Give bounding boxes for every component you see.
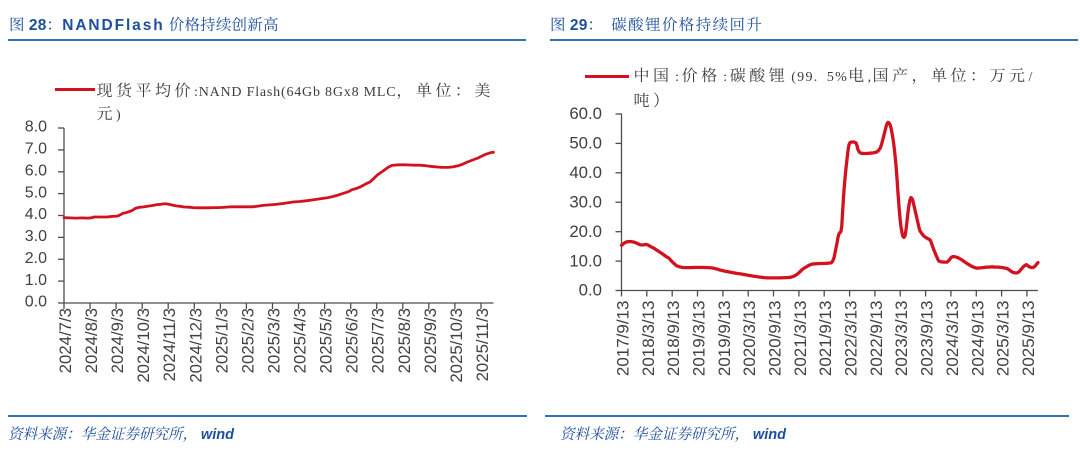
svg-text:2024/7/3: 2024/7/3 xyxy=(56,308,75,373)
svg-text:20.0: 20.0 xyxy=(569,222,602,241)
svg-text:2025/10/3: 2025/10/3 xyxy=(447,308,466,383)
svg-text:2019/9/13: 2019/9/13 xyxy=(715,301,734,377)
svg-text:50.0: 50.0 xyxy=(569,134,602,153)
svg-text:6.0: 6.0 xyxy=(25,162,47,179)
svg-text:60.0: 60.0 xyxy=(569,104,602,123)
svg-text:10.0: 10.0 xyxy=(569,251,602,270)
svg-text:2.0: 2.0 xyxy=(25,250,47,267)
svg-text:2024/12/3: 2024/12/3 xyxy=(186,308,205,383)
svg-text:2018/9/13: 2018/9/13 xyxy=(664,301,683,377)
svg-text:2017/9/13: 2017/9/13 xyxy=(614,301,633,377)
svg-text:2020/3/13: 2020/3/13 xyxy=(740,301,759,377)
svg-text:2019/3/13: 2019/3/13 xyxy=(690,301,709,377)
svg-text:2024/3/13: 2024/3/13 xyxy=(943,301,962,377)
svg-text:2018/3/13: 2018/3/13 xyxy=(639,301,658,377)
svg-text:2024/11/3: 2024/11/3 xyxy=(160,308,179,381)
svg-text:2025/8/3: 2025/8/3 xyxy=(395,308,414,373)
svg-text:2024/8/3: 2024/8/3 xyxy=(82,308,101,373)
svg-text:2024/9/3: 2024/9/3 xyxy=(108,308,127,373)
svg-text:2024/10/3: 2024/10/3 xyxy=(134,308,153,383)
svg-text:2025/6/3: 2025/6/3 xyxy=(343,308,362,373)
svg-text:2025/5/3: 2025/5/3 xyxy=(317,308,336,373)
svg-text:2025/11/3: 2025/11/3 xyxy=(473,308,492,381)
svg-text:2022/3/13: 2022/3/13 xyxy=(842,301,861,377)
svg-text:2025/7/3: 2025/7/3 xyxy=(369,308,388,373)
svg-text:2024/9/13: 2024/9/13 xyxy=(968,301,987,377)
svg-text:8.0: 8.0 xyxy=(25,119,47,136)
svg-text:2025/9/3: 2025/9/3 xyxy=(421,308,440,373)
svg-text:3.0: 3.0 xyxy=(25,228,47,245)
svg-text:0.0: 0.0 xyxy=(579,281,602,300)
svg-text:2025/3/13: 2025/3/13 xyxy=(994,301,1013,377)
svg-text:2023/9/13: 2023/9/13 xyxy=(918,301,937,377)
svg-text:30.0: 30.0 xyxy=(569,192,602,211)
svg-text:1.0: 1.0 xyxy=(25,272,47,289)
svg-text:2025/4/3: 2025/4/3 xyxy=(291,308,310,373)
svg-text:7.0: 7.0 xyxy=(25,141,47,158)
svg-text:4.0: 4.0 xyxy=(25,206,47,223)
svg-text:2020/9/13: 2020/9/13 xyxy=(766,301,785,377)
svg-text:40.0: 40.0 xyxy=(569,163,602,182)
svg-text:2025/3/3: 2025/3/3 xyxy=(265,308,284,373)
svg-text:2025/2/3: 2025/2/3 xyxy=(238,308,257,373)
svg-text:2025/1/3: 2025/1/3 xyxy=(212,308,231,373)
svg-text:2021/3/13: 2021/3/13 xyxy=(791,301,810,377)
svg-text:2025/9/13: 2025/9/13 xyxy=(1019,301,1038,377)
svg-text:2022/9/13: 2022/9/13 xyxy=(867,301,886,377)
svg-text:5.0: 5.0 xyxy=(25,184,47,201)
svg-text:2023/3/13: 2023/3/13 xyxy=(892,301,911,377)
svg-text:2021/9/13: 2021/9/13 xyxy=(816,301,835,377)
svg-text:0.0: 0.0 xyxy=(25,294,47,311)
